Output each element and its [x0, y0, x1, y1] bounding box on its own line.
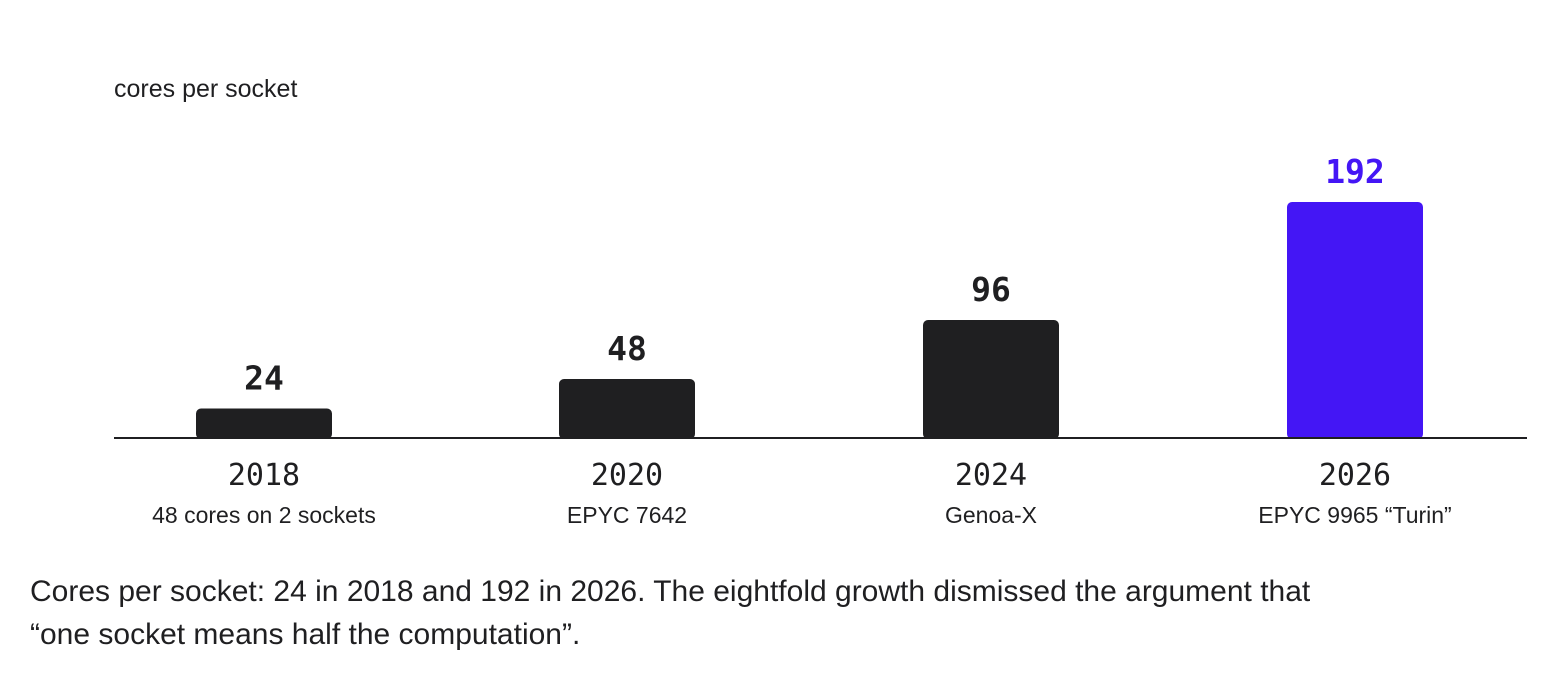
caption-line-1: Cores per socket: 24 in 2018 and 192 in … [30, 575, 1311, 608]
x-tick-label-2026: 2026 [1319, 458, 1391, 493]
x-tick-label-2020: 2020 [591, 458, 663, 493]
bars-layer [196, 202, 1423, 439]
labels-layer: 24 2018 48 cores on 2 sockets 48 2020 EPYC 76… [152, 152, 1452, 528]
x-sublabel-2026: EPYC 9965 “Turin” [1258, 502, 1451, 528]
bar-2024 [923, 320, 1059, 439]
chart-figure: cores per socket 24 2018 48 cores on 2 soc… [114, 75, 1527, 528]
bar-2018 [196, 408, 332, 439]
value-label-2024: 96 [971, 270, 1011, 309]
bar-chart: cores per socket 24 2018 48 cores on 2 soc… [114, 75, 1527, 528]
x-sublabel-2018: 48 cores on 2 sockets [152, 502, 376, 528]
caption-line-2: “one socket means half the computation”. [30, 618, 581, 651]
value-label-2026: 192 [1325, 152, 1385, 191]
y-axis-label: cores per socket [114, 75, 297, 103]
x-sublabel-2024: Genoa-X [945, 502, 1037, 528]
bar-2026 [1287, 202, 1423, 439]
value-label-2018: 24 [244, 359, 284, 398]
chart-caption: Cores per socket: 24 in 2018 and 192 in … [30, 570, 1430, 656]
x-tick-label-2018: 2018 [228, 458, 300, 493]
bar-2020 [559, 379, 695, 439]
x-sublabel-2020: EPYC 7642 [567, 502, 687, 528]
value-label-2020: 48 [607, 329, 647, 368]
x-tick-label-2024: 2024 [955, 458, 1027, 493]
